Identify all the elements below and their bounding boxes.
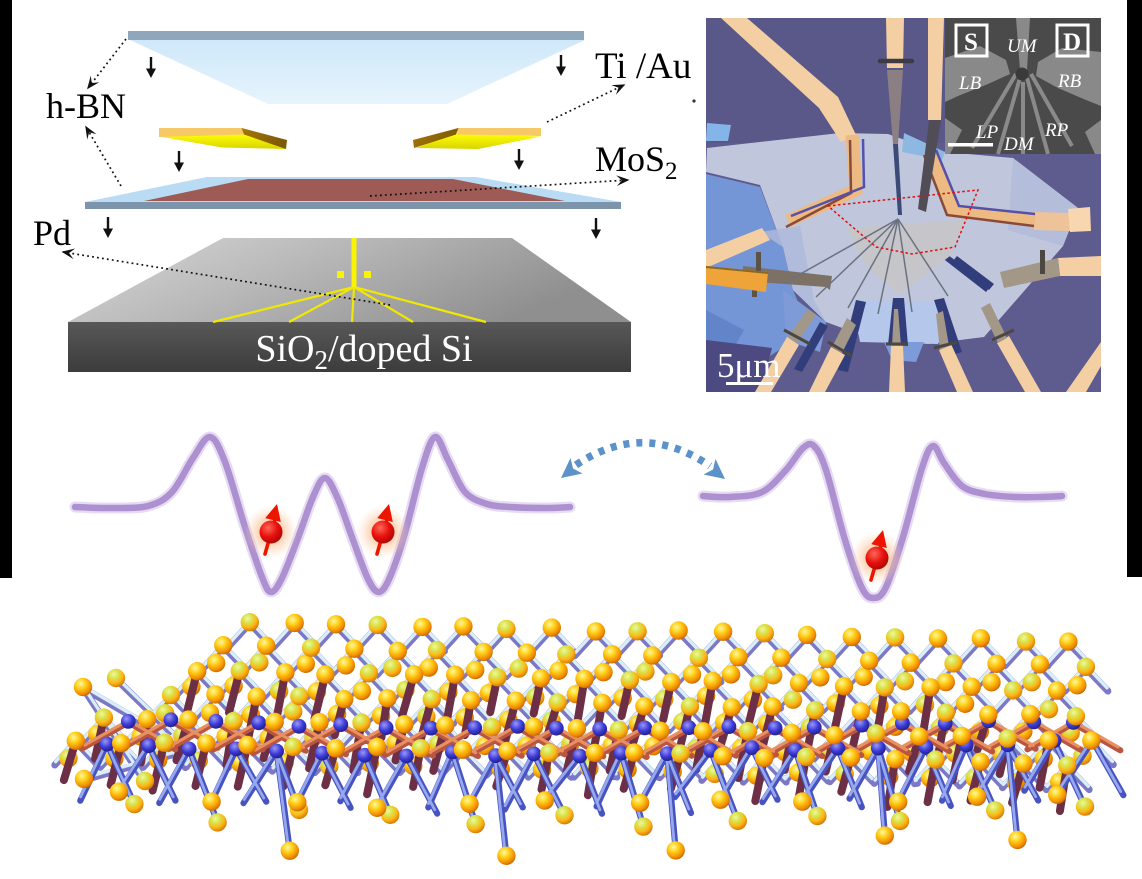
svg-text:LB: LB bbox=[958, 73, 982, 94]
svg-text:S: S bbox=[964, 29, 978, 56]
svg-text:UM: UM bbox=[1007, 36, 1038, 57]
svg-text:Pd: Pd bbox=[33, 213, 71, 253]
svg-text:Ti /Au: Ti /Au bbox=[595, 46, 691, 87]
svg-text:DM: DM bbox=[1003, 134, 1035, 155]
svg-text:RP: RP bbox=[1044, 120, 1069, 141]
svg-text:SiO2/doped Si: SiO2/doped Si bbox=[255, 328, 472, 375]
svg-text:LP: LP bbox=[975, 122, 999, 143]
svg-text:5μm: 5μm bbox=[717, 346, 781, 385]
svg-text:D: D bbox=[1063, 29, 1081, 56]
svg-text:MoS2: MoS2 bbox=[595, 139, 678, 185]
svg-text:RB: RB bbox=[1057, 71, 1082, 92]
svg-text:h-BN: h-BN bbox=[46, 86, 126, 126]
